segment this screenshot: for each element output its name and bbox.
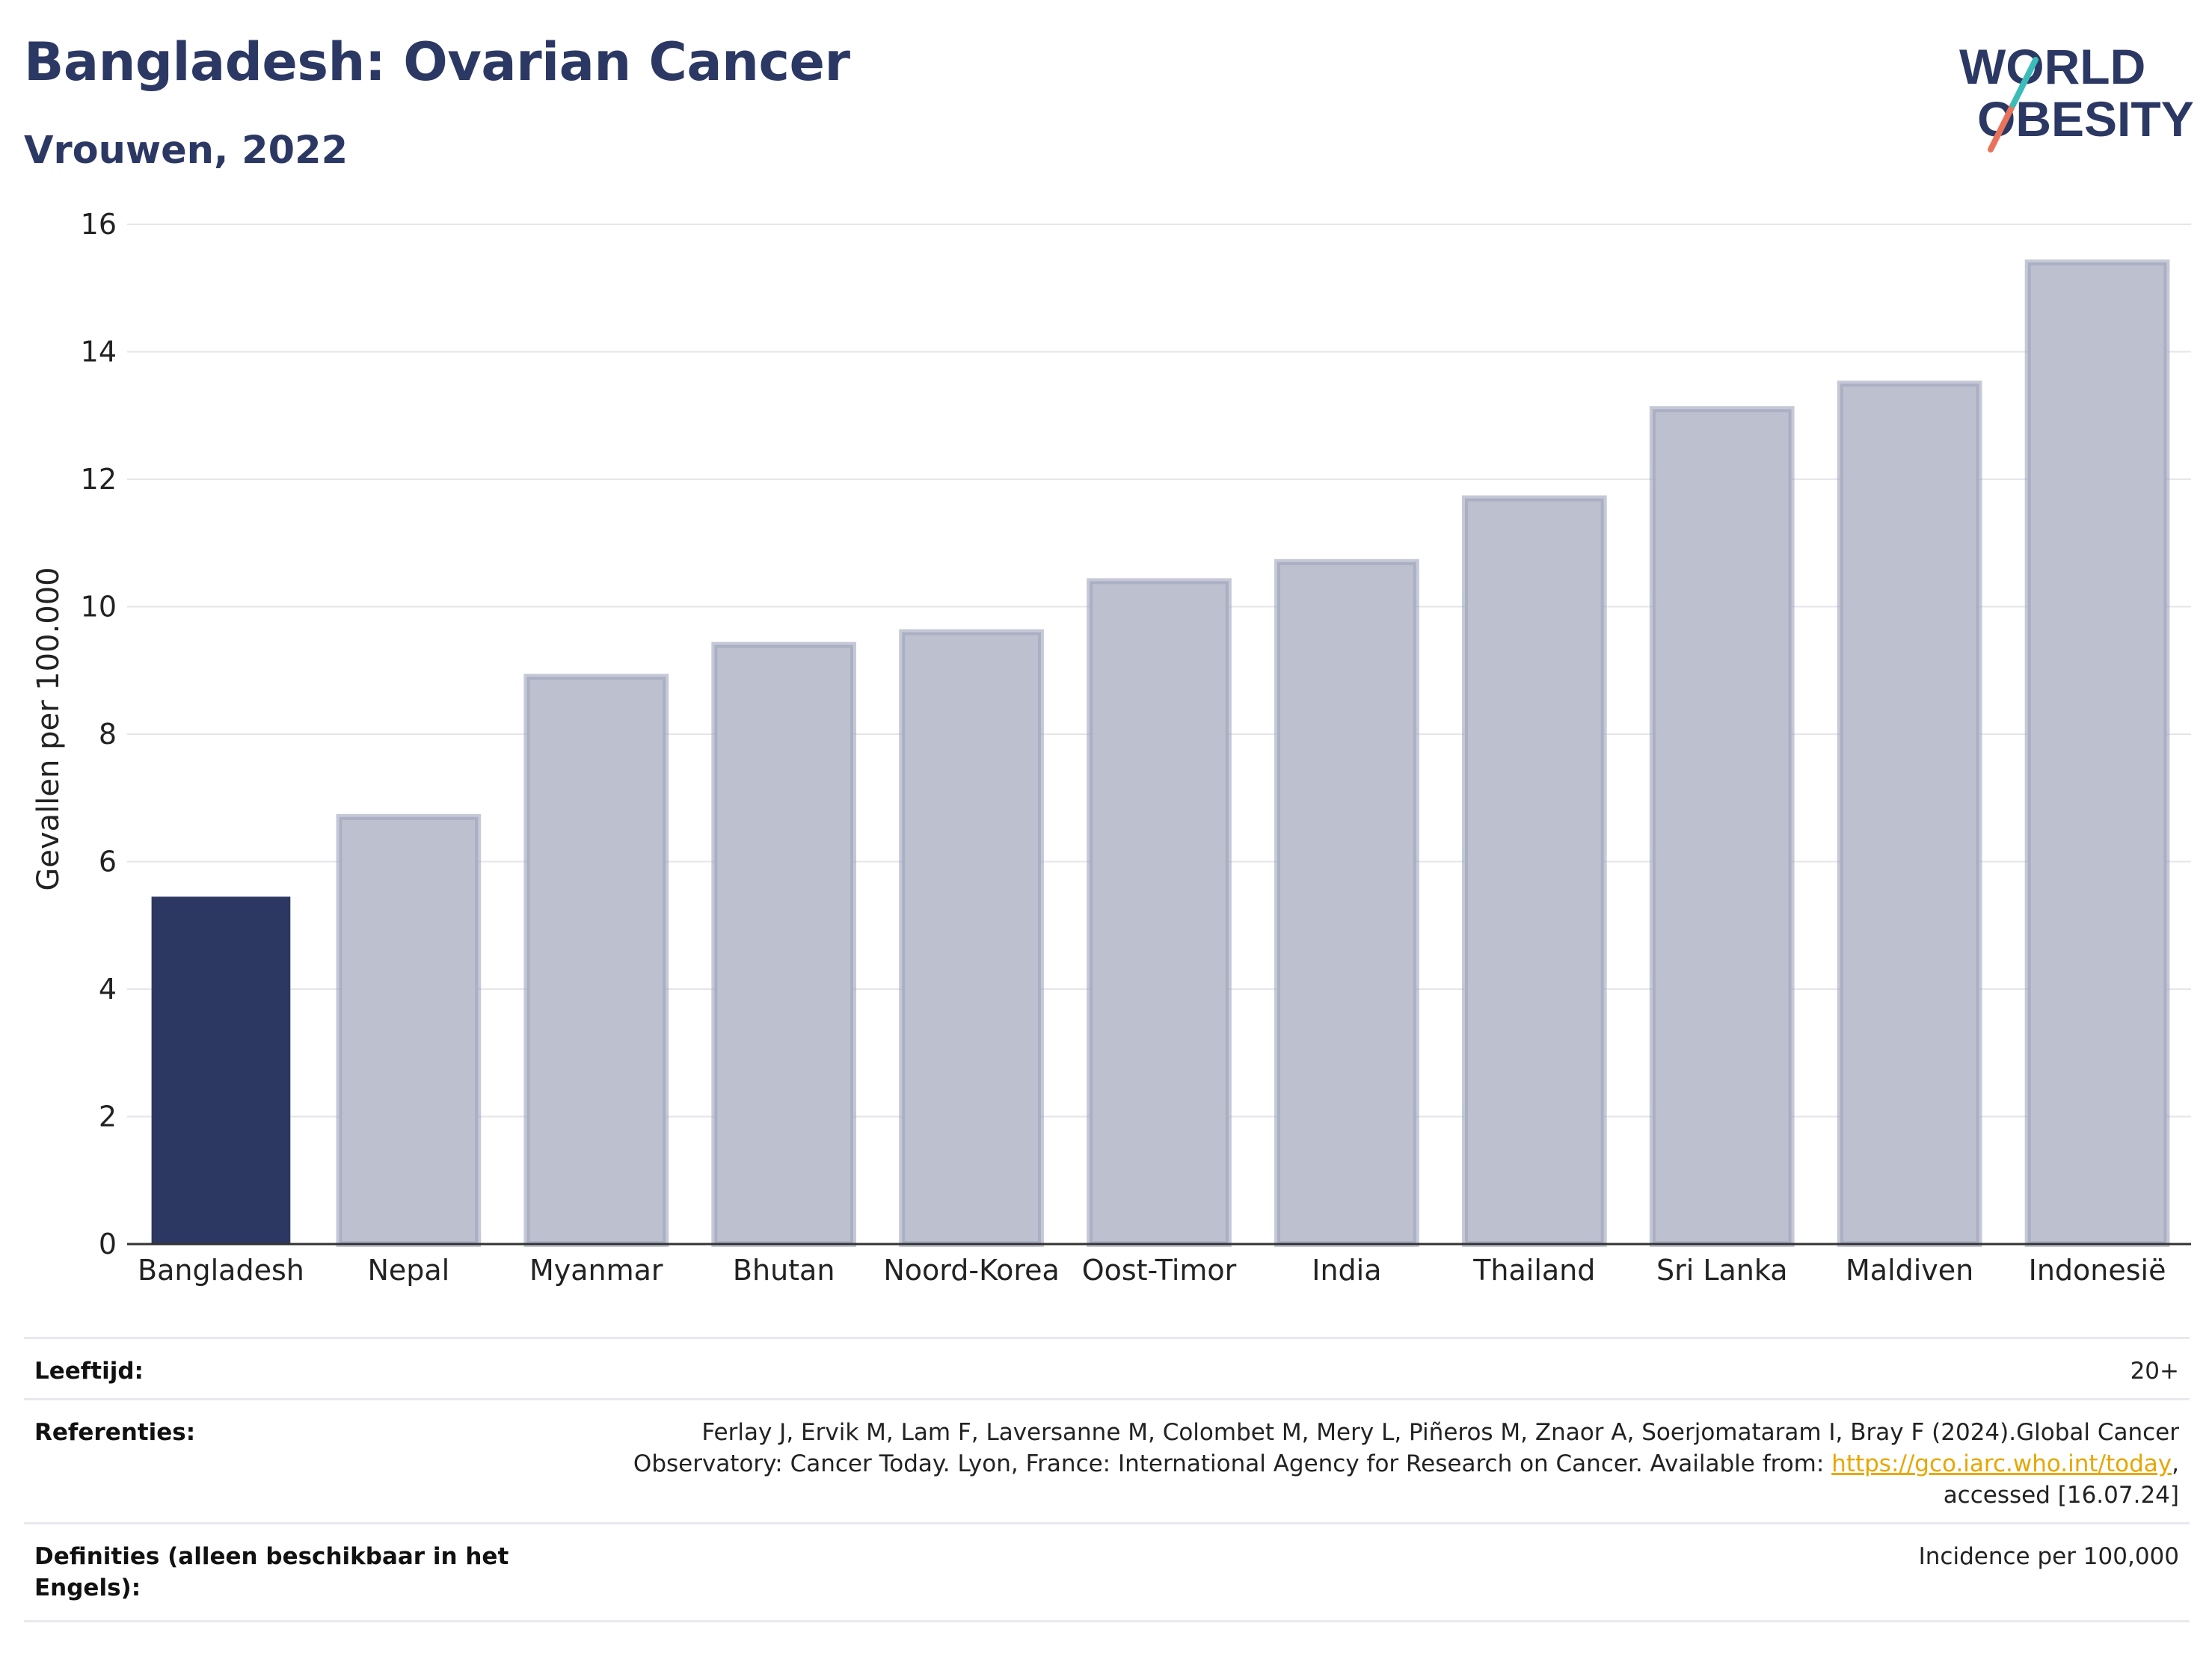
x-tick-label: Oost-Timor xyxy=(1082,1254,1237,1287)
y-tick-label: 2 xyxy=(99,1101,117,1133)
references-line1: Ferlay J, Ervik M, Lam F, Laversanne M, … xyxy=(701,1419,2179,1446)
y-tick-label: 14 xyxy=(81,336,117,369)
x-tick-label: Myanmar xyxy=(529,1254,663,1287)
bar-sri-lanka xyxy=(1649,406,1795,1247)
bar-indonesi- xyxy=(2024,259,2170,1247)
x-tick-label: Nepal xyxy=(367,1254,449,1287)
references-label: Referenties: xyxy=(34,1419,196,1446)
x-tick-label: Indonesië xyxy=(2029,1254,2166,1287)
bar-nepal xyxy=(336,813,482,1247)
logo-slash-lower xyxy=(1988,102,2016,153)
y-axis-label: Gevallen per 100.000 xyxy=(31,567,66,890)
world-obesity-logo: WORLD OBESITY xyxy=(1959,39,2194,153)
y-tick-label: 4 xyxy=(99,973,117,1006)
bar-noord-korea xyxy=(899,629,1044,1247)
logo-line1: WORLD xyxy=(1959,39,2145,94)
bar-maldiven xyxy=(1837,381,1982,1247)
y-tick-label: 12 xyxy=(81,463,117,496)
footer-row-definitions: Definities (alleen beschikbaar in het En… xyxy=(24,1522,2190,1622)
bar-bangladesh xyxy=(151,896,291,1244)
bar-myanmar xyxy=(523,674,669,1247)
chart-subtitle: Vrouwen, 2022 xyxy=(24,129,348,173)
y-tick-label: 8 xyxy=(99,718,117,751)
y-tick-label: 16 xyxy=(81,208,117,241)
bar-thailand xyxy=(1461,495,1607,1247)
references-line2-end: , xyxy=(2172,1450,2179,1477)
x-tick-label: Bhutan xyxy=(733,1254,835,1287)
y-tick-label: 6 xyxy=(99,846,117,878)
y-tick-label: 0 xyxy=(99,1228,117,1261)
age-value: 20+ xyxy=(2130,1358,2179,1385)
definitions-label: Definities (alleen beschikbaar in het En… xyxy=(34,1543,509,1601)
chart-title: Bangladesh: Ovarian Cancer xyxy=(24,31,850,93)
bar-oost-timor xyxy=(1087,578,1232,1247)
x-tick-label: Thailand xyxy=(1472,1254,1595,1287)
axes: 0 2 4 6 8 10 12 14 16 Bangladesh Nepal Myanmar Bhuta… xyxy=(81,208,2191,1287)
y-tick-label: 10 xyxy=(81,591,117,624)
x-tick-label: Bangladesh xyxy=(138,1254,304,1287)
bar-india xyxy=(1274,558,1419,1247)
references-line2-text: Observatory: Cancer Today. Lyon, France:… xyxy=(633,1450,1832,1477)
x-tick-label: India xyxy=(1312,1254,1381,1287)
footer-row-references: Referenties: Ferlay J, Ervik M, Lam F, L… xyxy=(24,1398,2190,1524)
age-label: Leeftijd: xyxy=(34,1358,144,1385)
logo-slash-upper xyxy=(2010,57,2039,108)
bars xyxy=(151,259,2170,1247)
footer-row-age: Leeftijd: 20+ xyxy=(24,1337,2190,1400)
bar-chart: 0 2 4 6 8 10 12 14 16 Bangladesh Nepal Myanmar Bhuta… xyxy=(31,208,2191,1287)
definitions-value: Incidence per 100,000 xyxy=(1918,1543,2179,1570)
references-value: Ferlay J, Ervik M, Lam F, Laversanne M, … xyxy=(633,1417,2179,1511)
x-tick-label: Noord-Korea xyxy=(883,1254,1059,1287)
references-line3: accessed [16.07.24] xyxy=(1943,1482,2179,1509)
references-line2: Observatory: Cancer Today. Lyon, France:… xyxy=(633,1448,2179,1480)
bar-bhutan xyxy=(711,641,857,1247)
x-tick-label: Maldiven xyxy=(1846,1254,1973,1287)
x-tick-label: Sri Lanka xyxy=(1656,1254,1788,1287)
references-link[interactable]: https://gco.iarc.who.int/today xyxy=(1831,1450,2172,1477)
